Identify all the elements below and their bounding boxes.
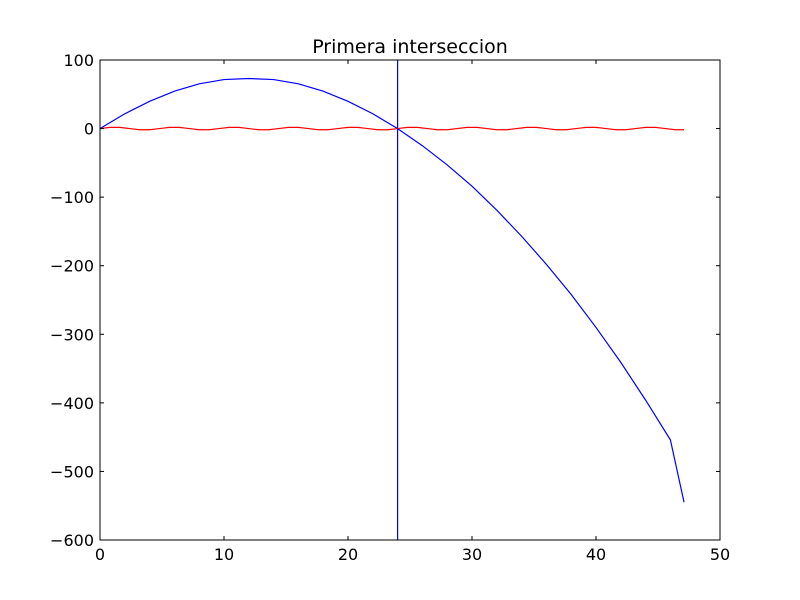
plot-frame xyxy=(99,59,721,541)
x-tick-label: 50 xyxy=(710,545,730,564)
x-tick-label: 10 xyxy=(214,545,234,564)
y-tick-label: −500 xyxy=(50,462,94,481)
chart-title: Primera interseccion xyxy=(312,36,508,58)
series-layer xyxy=(100,60,685,540)
y-tick-label: −600 xyxy=(50,531,94,550)
series-line-2 xyxy=(100,126,685,131)
x-tick-label: 20 xyxy=(338,545,358,564)
x-tick-label: 30 xyxy=(462,545,482,564)
y-tick-label: 0 xyxy=(84,120,94,139)
y-tick-label: −300 xyxy=(50,325,94,344)
y-tick-label: −100 xyxy=(50,188,94,207)
y-tick-label: −200 xyxy=(50,257,94,276)
y-tick-label: −400 xyxy=(50,394,94,413)
x-tick-label: 0 xyxy=(95,545,105,564)
y-tick-label: 100 xyxy=(63,51,94,70)
x-tick-label: 40 xyxy=(586,545,606,564)
y-tick-labels: 100 0 −100 −200 −300 −400 −500 −600 xyxy=(50,51,94,550)
x-tick-labels: 0 10 20 30 40 50 xyxy=(95,545,730,564)
